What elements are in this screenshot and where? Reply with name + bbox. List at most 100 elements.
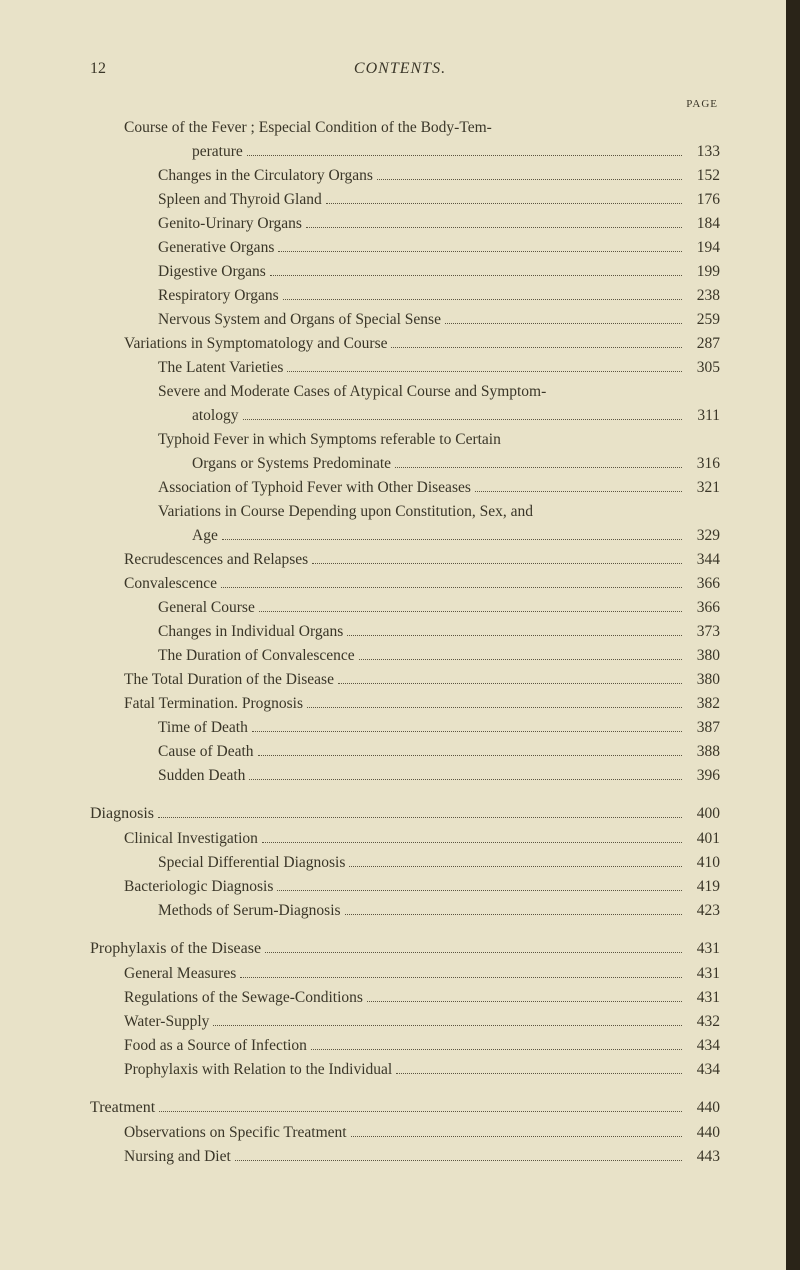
toc-entry: General Course366 bbox=[90, 596, 720, 620]
toc-leader-dots bbox=[349, 855, 682, 867]
toc-entry-page: 382 bbox=[686, 692, 720, 716]
toc-leader-dots bbox=[221, 576, 682, 588]
toc-leader-dots bbox=[277, 879, 682, 891]
toc-entry: Cause of Death 388 bbox=[90, 740, 720, 764]
toc-entry-label: General Course bbox=[158, 596, 255, 620]
toc-entry-page: 373 bbox=[686, 620, 720, 644]
toc-entry-label: Age bbox=[192, 524, 218, 548]
toc-entry-page: 400 bbox=[686, 802, 720, 826]
toc-entry-label: Convalescence bbox=[124, 572, 217, 596]
toc-entry-label: Cause of Death bbox=[158, 740, 254, 764]
toc-entry: Fatal Termination. Prognosis382 bbox=[90, 692, 720, 716]
toc-entry-label: Variations in Symptomatology and Course bbox=[124, 332, 387, 356]
toc-entry-label: Spleen and Thyroid Gland bbox=[158, 188, 322, 212]
toc-entry: Time of Death387 bbox=[90, 716, 720, 740]
toc-entry: Association of Typhoid Fever with Other … bbox=[90, 476, 720, 500]
toc-entry-label: Genito-Urinary Organs bbox=[158, 212, 302, 236]
toc-leader-dots bbox=[213, 1014, 682, 1026]
toc-entry-page: 396 bbox=[686, 764, 720, 788]
toc-entry-label: Nervous System and Organs of Special Sen… bbox=[158, 308, 441, 332]
toc-leader-dots bbox=[345, 903, 682, 915]
toc-entry-page: 443 bbox=[686, 1145, 720, 1169]
toc-entry-label: atology bbox=[192, 404, 239, 428]
toc-entry-page: 366 bbox=[686, 572, 720, 596]
toc-entry-page: 410 bbox=[686, 851, 720, 875]
toc-entry-page: 305 bbox=[686, 356, 720, 380]
toc-entry-page: 311 bbox=[686, 404, 720, 428]
toc-entry-label: Association of Typhoid Fever with Other … bbox=[158, 476, 471, 500]
toc-leader-dots bbox=[312, 552, 682, 564]
toc-leader-dots bbox=[259, 600, 682, 612]
toc-entry-label: Bacteriologic Diagnosis bbox=[124, 875, 273, 899]
toc-entry-page: 287 bbox=[686, 332, 720, 356]
page-header: 12 CONTENTS. bbox=[90, 60, 720, 78]
toc-entry-page: 440 bbox=[686, 1121, 720, 1145]
toc-entry-label: Changes in Individual Organs bbox=[158, 620, 343, 644]
toc-leader-dots bbox=[377, 168, 682, 180]
toc-leader-dots bbox=[247, 144, 682, 156]
toc-entry-page: 388 bbox=[686, 740, 720, 764]
toc-entry-page: 440 bbox=[686, 1096, 720, 1120]
toc-entry: Methods of Serum-Diagnosis423 bbox=[90, 899, 720, 923]
toc-entry: Observations on Specific Treatment440 bbox=[90, 1121, 720, 1145]
toc-entry: Variations in Course Depending upon Cons… bbox=[90, 500, 720, 524]
toc-entry-label: Water-Supply bbox=[124, 1010, 209, 1034]
toc-entry-label: Respiratory Organs bbox=[158, 284, 279, 308]
toc-leader-dots bbox=[283, 288, 682, 300]
toc-entry-label: Prophylaxis with Relation to the Individ… bbox=[124, 1058, 392, 1082]
toc-entry-page: 133 bbox=[686, 140, 720, 164]
toc-entry: The Duration of Convalescence380 bbox=[90, 644, 720, 668]
toc-entry-label: Regulations of the Sewage-Conditions bbox=[124, 986, 363, 1010]
toc-leader-dots bbox=[326, 192, 682, 204]
toc-entry-page: 432 bbox=[686, 1010, 720, 1034]
toc-entry-page: 434 bbox=[686, 1034, 720, 1058]
page-number: 12 bbox=[90, 60, 106, 78]
toc-entry-page: 401 bbox=[686, 827, 720, 851]
toc-entry-page: 238 bbox=[686, 284, 720, 308]
toc-entry: Bacteriologic Diagnosis419 bbox=[90, 875, 720, 899]
toc-entry: Genito-Urinary Organs184 bbox=[90, 212, 720, 236]
toc-leader-dots bbox=[395, 456, 682, 468]
toc-leader-dots bbox=[347, 624, 682, 636]
table-of-contents: Course of the Fever ; Especial Condition… bbox=[90, 116, 720, 1169]
toc-entry: Digestive Organs199 bbox=[90, 260, 720, 284]
page-container: 12 CONTENTS. PAGE Course of the Fever ; … bbox=[0, 0, 800, 1229]
toc-entry-label: Prophylaxis of the Disease bbox=[90, 937, 261, 962]
toc-leader-dots bbox=[475, 480, 682, 492]
toc-entry: Organs or Systems Predominate316 bbox=[90, 452, 720, 476]
toc-entry-label: The Duration of Convalescence bbox=[158, 644, 355, 668]
toc-entry: Changes in Individual Organs 373 bbox=[90, 620, 720, 644]
toc-leader-dots bbox=[278, 240, 682, 252]
toc-entry: Generative Organs194 bbox=[90, 236, 720, 260]
toc-entry-page: 431 bbox=[686, 937, 720, 961]
toc-leader-dots bbox=[258, 744, 682, 756]
toc-entry-page: 321 bbox=[686, 476, 720, 500]
toc-entry: The Total Duration of the Disease380 bbox=[90, 668, 720, 692]
toc-leader-dots bbox=[307, 696, 682, 708]
toc-entry: Convalescence 366 bbox=[90, 572, 720, 596]
toc-entry-label: Food as a Source of Infection bbox=[124, 1034, 307, 1058]
toc-entry-page: 431 bbox=[686, 986, 720, 1010]
toc-leader-dots bbox=[265, 941, 682, 953]
toc-entry: Clinical Investigation401 bbox=[90, 827, 720, 851]
toc-entry-page: 344 bbox=[686, 548, 720, 572]
toc-leader-dots bbox=[270, 264, 682, 276]
toc-entry: Typhoid Fever in which Symptoms referabl… bbox=[90, 428, 720, 452]
toc-leader-dots bbox=[287, 360, 682, 372]
toc-entry-label: Treatment bbox=[90, 1096, 155, 1121]
toc-leader-dots bbox=[158, 806, 682, 818]
running-title: CONTENTS. bbox=[354, 60, 446, 78]
toc-entry-page: 259 bbox=[686, 308, 720, 332]
toc-leader-dots bbox=[445, 312, 682, 324]
toc-entry-label: Nursing and Diet bbox=[124, 1145, 231, 1169]
toc-entry: Food as a Source of Infection 434 bbox=[90, 1034, 720, 1058]
toc-entry-label: Variations in Course Depending upon Cons… bbox=[158, 500, 533, 524]
toc-section-heading: Treatment 440 bbox=[90, 1096, 720, 1121]
toc-entry: Nervous System and Organs of Special Sen… bbox=[90, 308, 720, 332]
toc-entry: Age329 bbox=[90, 524, 720, 548]
toc-entry-page: 434 bbox=[686, 1058, 720, 1082]
toc-entry-page: 387 bbox=[686, 716, 720, 740]
toc-leader-dots bbox=[262, 831, 682, 843]
toc-entry-page: 431 bbox=[686, 962, 720, 986]
toc-entry-label: Diagnosis bbox=[90, 802, 154, 827]
